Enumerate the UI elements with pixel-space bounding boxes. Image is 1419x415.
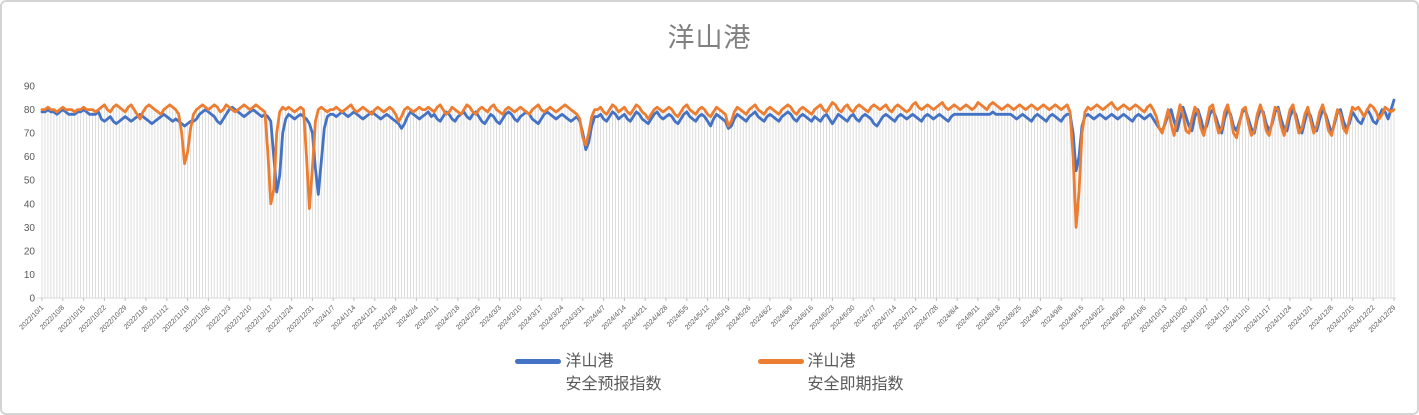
- svg-text:70: 70: [24, 129, 36, 140]
- svg-text:40: 40: [24, 199, 36, 210]
- svg-text:80: 80: [24, 105, 36, 116]
- plot-area[interactable]: 0 10 20 30 40 50 60 70 80 90 2022/10/12022/10/8202…: [2, 2, 1419, 347]
- svg-text:20: 20: [24, 246, 36, 257]
- spot-series-swatch: [757, 359, 804, 364]
- legend-forecast-line1: 洋山港: [565, 353, 614, 370]
- svg-text:60: 60: [24, 152, 36, 163]
- series-line-spot-index[interactable]: [40, 101, 1396, 229]
- chart-title: 洋山港: [667, 23, 752, 53]
- legend-item-forecast-index[interactable]: 洋山港 安全预报指数: [515, 350, 662, 396]
- svg-text:50: 50: [24, 176, 36, 187]
- legend-forecast-line2: 安全预报指数: [565, 376, 662, 394]
- svg-text:90: 90: [24, 82, 36, 93]
- category-droplines: [41, 101, 1395, 298]
- series-line-forecast-index[interactable]: [40, 98, 1396, 196]
- x-axis-labels: 2022/10/12022/10/82022/10/152022/10/2220…: [18, 304, 1397, 334]
- svg-text:2024/6/2: 2024/6/2: [749, 304, 773, 328]
- svg-text:0: 0: [29, 294, 35, 305]
- legend-spot-line1: 洋山港: [807, 353, 856, 370]
- svg-text:2024/9/1: 2024/9/1: [1020, 304, 1044, 328]
- legend-spot-line2: 安全即期指数: [807, 376, 904, 394]
- y-axis-labels: 0 10 20 30 40 50 60 70 80 90: [24, 82, 36, 305]
- forecast-series-swatch: [515, 359, 562, 364]
- svg-text:30: 30: [24, 223, 36, 234]
- chart-legend: 洋山港 安全预报指数 洋山港 安全即期指数: [2, 350, 1417, 396]
- legend-item-spot-index[interactable]: 洋山港 安全即期指数: [757, 350, 904, 396]
- x-axis-ticks: [41, 298, 1395, 301]
- svg-text:10: 10: [24, 270, 36, 281]
